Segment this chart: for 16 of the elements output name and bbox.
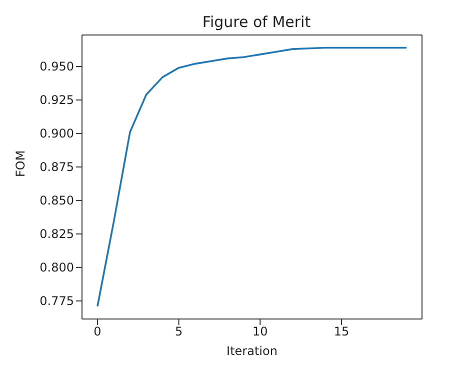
- x-tick-label: 10: [252, 324, 268, 339]
- x-tick-label: 0: [94, 324, 102, 339]
- y-axis-title: FOM: [13, 150, 28, 177]
- y-tick-label: 0.950: [40, 60, 74, 74]
- y-tick-label: 0.850: [40, 194, 74, 208]
- line-series: [96, 46, 408, 308]
- y-tick-label: 0.825: [40, 227, 74, 242]
- y-tick-label: 0.900: [40, 126, 74, 141]
- y-tick-label: 0.875: [40, 160, 74, 174]
- x-tick-label: 15: [334, 324, 350, 339]
- x-axis-title: Iteration: [226, 344, 278, 358]
- y-tick-label: 0.925: [40, 93, 74, 108]
- chart-title: Figure of Merit: [201, 13, 312, 31]
- y-tick-label: 0.775: [40, 294, 74, 308]
- x-tick-label: 5: [174, 324, 183, 339]
- y-tick-label: 0.800: [40, 260, 74, 275]
